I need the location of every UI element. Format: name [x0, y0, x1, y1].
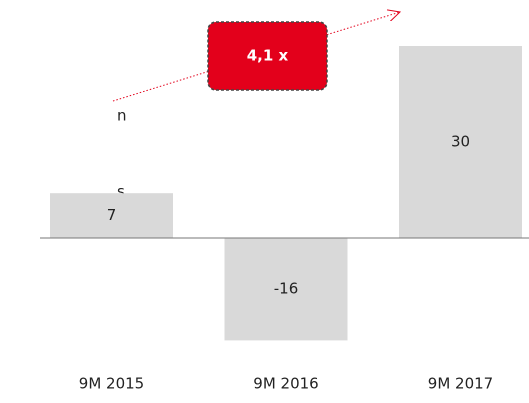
data-label: 7 [107, 206, 117, 224]
annotation-box: 4,1 x [207, 21, 328, 91]
x-tick-label: 9M 2017 [428, 375, 493, 393]
data-label: -16 [274, 280, 299, 298]
x-tick-label: 9M 2016 [253, 375, 318, 393]
left-fragment: s [117, 183, 125, 201]
trend-arrow [112, 12, 400, 102]
annotation-rect [207, 21, 328, 91]
bar [399, 46, 522, 238]
x-tick-label: 9M 2015 [79, 375, 144, 393]
bar [224, 238, 348, 341]
annotation-text: 4,1 x [247, 47, 289, 65]
left-fragment: n [117, 107, 127, 125]
data-label: 30 [451, 133, 470, 151]
bar [50, 193, 173, 238]
